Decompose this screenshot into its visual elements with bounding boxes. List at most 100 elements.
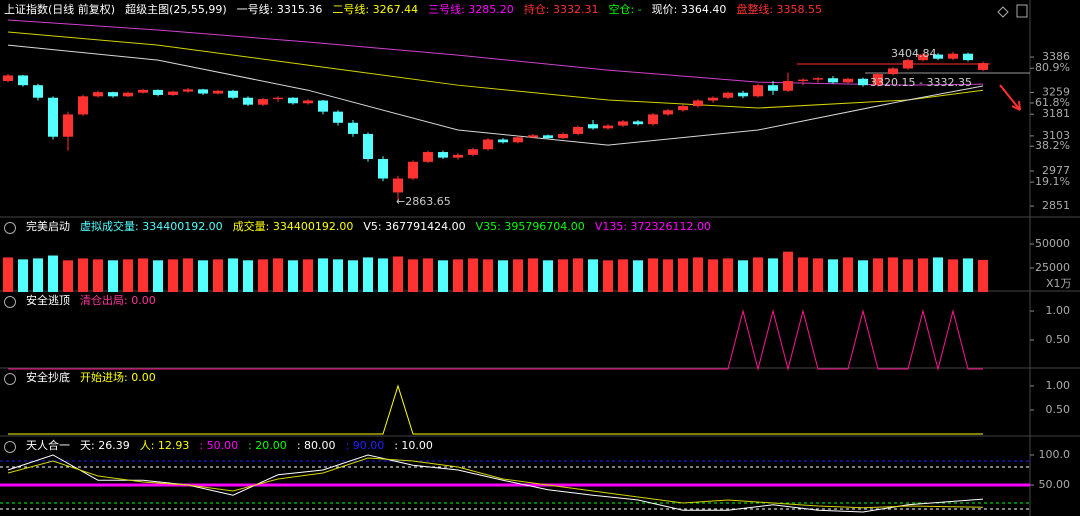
panel-header: 安全抄底 开始进场: 0.00 xyxy=(4,370,156,386)
header-item: 二号线: 3267.44 xyxy=(332,3,419,16)
candle-body xyxy=(573,126,583,134)
volume-bar xyxy=(393,256,403,292)
header-item: 人: 12.93 xyxy=(139,439,190,452)
level-label: : 80.00 xyxy=(296,439,336,452)
y-tick-label: 19.1% xyxy=(1035,175,1070,188)
volume-bar xyxy=(438,260,448,292)
volume-bar xyxy=(3,257,13,292)
high-label: 3404.84 xyxy=(891,47,937,60)
candle-body xyxy=(333,111,343,123)
series-line xyxy=(7,19,984,86)
candle-body xyxy=(948,53,958,59)
panel-header: 上证指数(日线 前复权) 超级主图(25,55,99) 一号线: 3315.36 二号… xyxy=(4,2,822,18)
series-line xyxy=(7,454,984,513)
candle-body xyxy=(888,68,898,75)
candle-body xyxy=(93,92,103,97)
candle-body xyxy=(378,159,388,179)
candle-body xyxy=(363,133,373,160)
volume-bar xyxy=(978,259,988,292)
candle-body xyxy=(678,106,688,111)
volume-bar xyxy=(423,258,433,292)
volume-bar xyxy=(213,259,223,292)
candle-body xyxy=(348,122,358,134)
y-tick-label: 3181 xyxy=(1042,107,1070,120)
volume-bar xyxy=(183,258,193,292)
series-line xyxy=(7,44,984,146)
y-tick-label: 1.00 xyxy=(1046,304,1071,317)
y-tick-label: 80.9% xyxy=(1035,61,1070,74)
candle-body xyxy=(603,125,613,129)
header-item: 现价: 3364.40 xyxy=(651,3,727,16)
collapse-icon[interactable] xyxy=(4,296,16,308)
volume-bar xyxy=(453,259,463,292)
volume-bar xyxy=(753,257,763,292)
diamond-icon[interactable] xyxy=(997,6,1009,18)
y-tick-label: 61.8% xyxy=(1035,96,1070,109)
panel-header: 安全逃顶 清仓出局: 0.00 xyxy=(4,293,156,309)
y-tick-label: 50000 xyxy=(1035,237,1070,250)
candle-body xyxy=(813,78,823,80)
volume-bar xyxy=(378,258,388,292)
volume-bar xyxy=(18,259,28,292)
volume-bar xyxy=(858,260,868,292)
candle-body xyxy=(198,89,208,94)
candle-body xyxy=(213,90,223,94)
level-label: : 50.00 xyxy=(199,439,239,452)
y-tick-label: 0.50 xyxy=(1046,403,1071,416)
candle-body xyxy=(588,124,598,129)
header-item: 一号线: 3315.36 xyxy=(236,3,323,16)
level-label: : 20.00 xyxy=(248,439,287,452)
expand-icon[interactable] xyxy=(1016,4,1028,18)
volume-bar xyxy=(498,260,508,292)
volume-bar xyxy=(948,259,958,292)
volume-bar xyxy=(843,257,853,292)
candle-body xyxy=(183,89,193,92)
series-line xyxy=(7,457,984,509)
candle-body xyxy=(858,78,868,86)
volume-bar xyxy=(798,257,808,292)
candle-body xyxy=(393,178,403,193)
candle-body xyxy=(243,97,253,105)
volume-bar xyxy=(273,258,283,292)
volume-bar xyxy=(108,260,118,292)
series-line xyxy=(8,309,983,371)
collapse-icon[interactable] xyxy=(4,441,16,453)
volume-bar xyxy=(723,258,733,292)
y-tick-label: 0.50 xyxy=(1046,333,1071,346)
header-item: 安全抄底 xyxy=(26,371,70,384)
volume-bar xyxy=(558,259,568,292)
header-item: 天人合一 xyxy=(26,439,70,452)
volume-bar xyxy=(648,258,658,292)
volume-bar xyxy=(93,259,103,292)
candle-body xyxy=(138,89,148,93)
volume-bar xyxy=(693,257,703,292)
volume-bar xyxy=(78,258,88,292)
candle-body xyxy=(153,89,163,95)
y-tick-label: 50.00 xyxy=(1039,478,1071,491)
volume-bar xyxy=(513,259,523,292)
header-item: 完美启动 xyxy=(26,220,70,233)
level-label: : 90.00 xyxy=(345,439,385,452)
collapse-icon[interactable] xyxy=(4,222,16,234)
candle-body xyxy=(483,139,493,150)
candle-body xyxy=(18,75,28,86)
volume-bar xyxy=(828,259,838,292)
y-tick-label: 38.2% xyxy=(1035,139,1070,152)
y-tick-label: 2977 xyxy=(1042,164,1070,177)
candle-body xyxy=(933,54,943,59)
collapse-icon[interactable] xyxy=(4,373,16,385)
candle-body xyxy=(708,97,718,101)
volume-bar xyxy=(918,258,928,292)
volume-bar xyxy=(903,259,913,292)
volume-bar xyxy=(288,260,298,292)
candle-body xyxy=(288,97,298,104)
candle-body xyxy=(903,60,913,69)
y-tick-label: 3386 xyxy=(1042,50,1070,63)
candle-body xyxy=(783,81,793,91)
header-item: 成交量: 334400192.00 xyxy=(232,220,354,233)
volume-bar xyxy=(138,258,148,292)
volume-bar xyxy=(678,258,688,292)
candle-body xyxy=(468,149,478,155)
header-item: V35: 395796704.00 xyxy=(475,220,585,233)
